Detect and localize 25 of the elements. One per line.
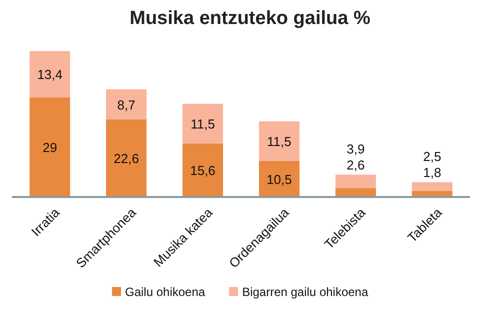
bar <box>106 89 147 120</box>
bar <box>258 160 300 197</box>
data-label: 10,5 <box>266 172 292 187</box>
data-label: 8,7 <box>117 97 136 112</box>
data-label: 2,5 <box>423 149 442 164</box>
bar <box>335 174 376 188</box>
data-label: 13,4 <box>37 67 63 82</box>
data-label: 3,9 <box>346 142 365 157</box>
data-label: 2,6 <box>346 158 365 173</box>
bar <box>412 182 452 191</box>
bar <box>182 104 224 144</box>
bar <box>258 121 300 161</box>
chart-title: Musika entzuteko gailua % <box>130 8 370 29</box>
data-label: 29 <box>42 140 58 156</box>
data-label: 22,6 <box>114 151 139 166</box>
bar <box>182 143 224 197</box>
data-label: 1,8 <box>423 165 442 180</box>
data-label: 11,5 <box>190 116 215 132</box>
bar <box>30 97 70 197</box>
data-label: 15,6 <box>190 163 216 178</box>
legend-label: Gailu ohikoena <box>125 285 206 299</box>
bar <box>106 119 147 197</box>
data-label: 11,5 <box>267 134 292 150</box>
bar <box>30 51 70 98</box>
legend-label: Bigarren gailu ohikoena <box>242 285 368 299</box>
